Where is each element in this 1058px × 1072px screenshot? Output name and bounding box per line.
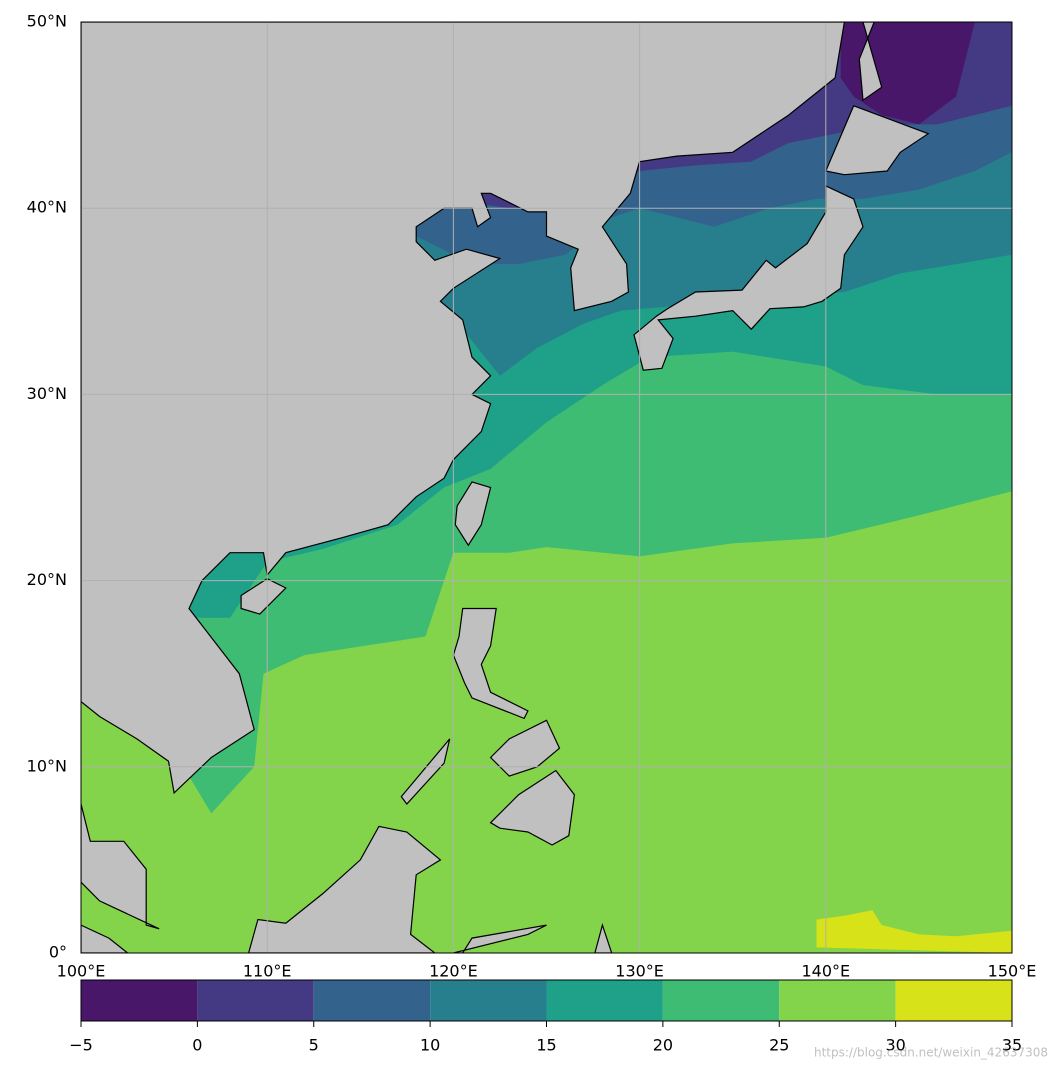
colorbar-tick-label: −5 (69, 1036, 93, 1055)
colorbar: −5 0 5 10 15 20 25 30 35 (69, 979, 1022, 1055)
temperature-band (816, 910, 1012, 953)
land (824, 105, 930, 176)
land (247, 825, 442, 953)
land (240, 578, 287, 615)
land (454, 481, 492, 547)
y-tick-label: 10°N (27, 756, 67, 775)
colorbar-segment (81, 980, 198, 1021)
x-tick-label: 100°E (57, 962, 106, 981)
x-tick-label: 140°E (801, 962, 850, 981)
y-tick-label: 50°N (27, 12, 67, 31)
colorbar-tick-label: 5 (309, 1036, 319, 1055)
land (400, 738, 451, 805)
x-tick-label: 120°E (429, 962, 478, 981)
land (858, 22, 883, 102)
y-tick-label: 20°N (27, 570, 67, 589)
colorbar-segment (779, 980, 896, 1021)
x-tick-label: 110°E (243, 962, 292, 981)
y-tick-label: 30°N (27, 384, 67, 403)
land (452, 607, 529, 720)
colorbar-segment (197, 980, 314, 1021)
land (489, 769, 576, 846)
x-tick-label: 130°E (615, 962, 664, 981)
watermark: https://blog.csdn.net/weixin_42637308 (814, 1046, 1048, 1060)
land (81, 803, 160, 930)
land (633, 184, 864, 371)
x-tick-label: 150°E (988, 962, 1037, 981)
land (453, 924, 547, 953)
map-area (81, 22, 1012, 953)
colorbar-segment (313, 980, 431, 1021)
map-frame (80, 21, 1013, 954)
colorbar-tick-label: 20 (653, 1036, 673, 1055)
colorbar-tick-label: 0 (192, 1036, 202, 1055)
colorbar-segment (662, 980, 780, 1021)
land (81, 22, 846, 795)
temperature-band (840, 22, 975, 125)
y-tick-label: 40°N (27, 198, 67, 217)
colorbar-segment (546, 980, 663, 1021)
land (81, 924, 129, 953)
colorbar-tick-label: 15 (536, 1036, 556, 1055)
colorbar-tick-label: 35 (1002, 1036, 1022, 1055)
colorbar-segment (895, 980, 1012, 1021)
colorbar-segment (430, 980, 547, 1021)
colorbar-tick-label: 25 (769, 1036, 789, 1055)
colorbar-tick-label: 10 (420, 1036, 440, 1055)
colorbar-tick-label: 30 (885, 1036, 905, 1055)
tick-labels: 100°E 110°E 120°E 130°E 140°E 150°E 0° 10°N 20°N… (27, 12, 1037, 981)
y-tick-label: 0° (49, 943, 67, 962)
land (594, 923, 613, 953)
